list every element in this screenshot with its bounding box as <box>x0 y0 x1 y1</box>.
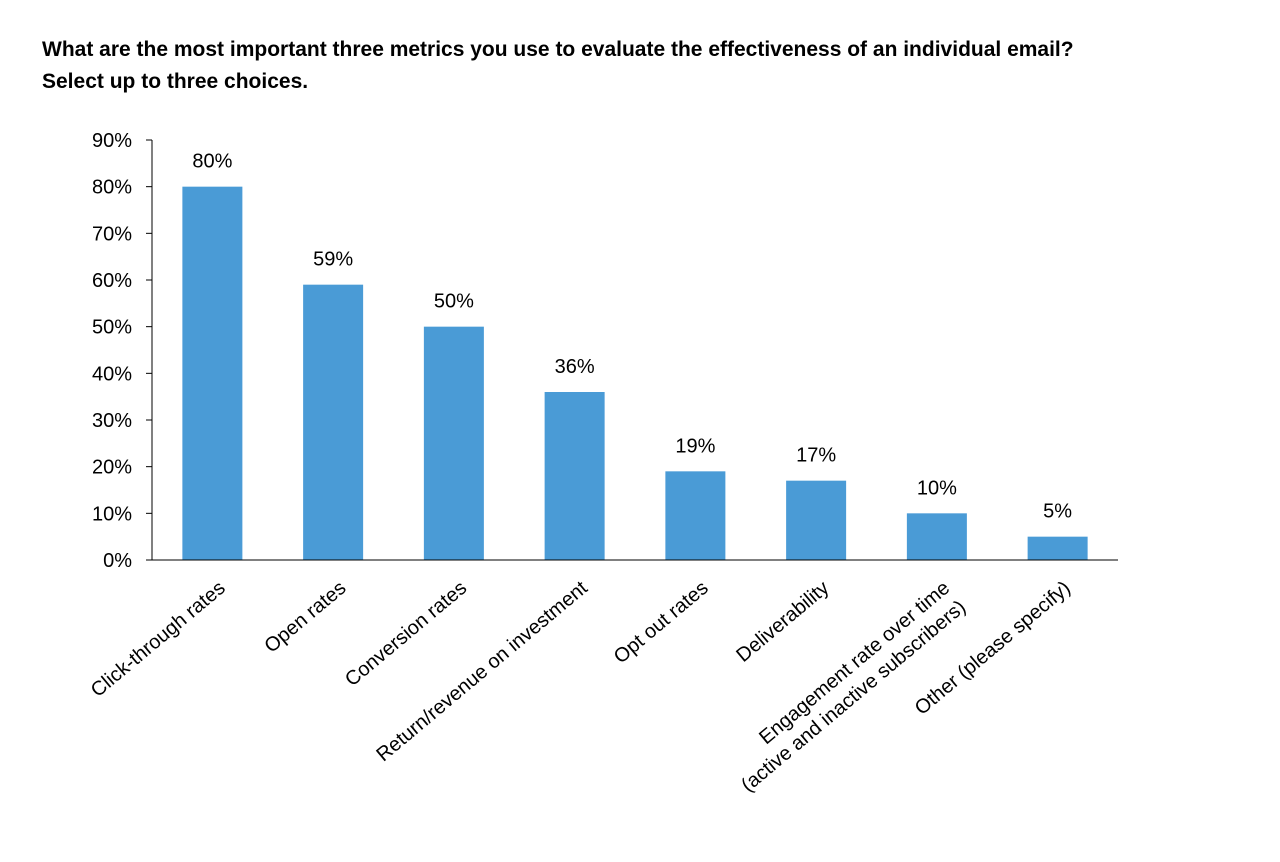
y-tick-label: 40% <box>92 363 132 385</box>
y-tick-label: 90% <box>92 130 132 152</box>
x-axis-category-labels: Click-through rates Open ratesConversion … <box>87 577 1075 797</box>
data-label: 17% <box>796 445 836 467</box>
chart-title-line-2: Select up to three choices. <box>42 70 309 93</box>
data-label: 36% <box>555 356 595 378</box>
y-axis-ticks: 0% 10% 20% 30% 40% 50% 60% 70% 80% 90% <box>92 130 152 572</box>
x-category-label: Opt out rates <box>610 577 713 668</box>
y-tick-label: 10% <box>92 503 132 525</box>
bar <box>303 284 364 560</box>
y-tick-label: 80% <box>92 177 132 199</box>
bars <box>182 186 1088 560</box>
data-labels: 80% 59% 50% 36% 19% 17% 10% 5% <box>192 151 1072 523</box>
bar <box>1027 536 1088 560</box>
x-category-label: Click-through rates <box>87 577 230 702</box>
data-label: 19% <box>675 435 715 457</box>
axes <box>151 140 1118 561</box>
x-category-label: Conversion rates <box>341 577 471 691</box>
y-tick-label: 70% <box>92 223 132 245</box>
bar <box>544 392 605 560</box>
y-tick-label: 50% <box>92 317 132 339</box>
bar <box>906 513 967 560</box>
y-tick-label: 0% <box>103 550 132 572</box>
bar <box>665 471 726 560</box>
x-category-label: Open rates <box>260 577 350 657</box>
bar <box>423 326 484 560</box>
y-tick-label: 60% <box>92 270 132 292</box>
y-tick-label: 20% <box>92 457 132 479</box>
bar <box>786 480 847 560</box>
data-label: 5% <box>1043 501 1072 523</box>
y-tick-label: 30% <box>92 410 132 432</box>
x-category-label: Deliverability <box>732 577 833 667</box>
x-category-label: Return/revenue on investment <box>372 577 592 766</box>
data-label: 50% <box>434 291 474 313</box>
data-label: 10% <box>917 477 957 499</box>
data-label: 80% <box>192 151 232 173</box>
chart-title-line-1: What are the most important three metric… <box>42 38 1074 61</box>
bar <box>182 186 243 560</box>
data-label: 59% <box>313 249 353 271</box>
chart-title: What are the most important three metric… <box>42 34 1262 98</box>
